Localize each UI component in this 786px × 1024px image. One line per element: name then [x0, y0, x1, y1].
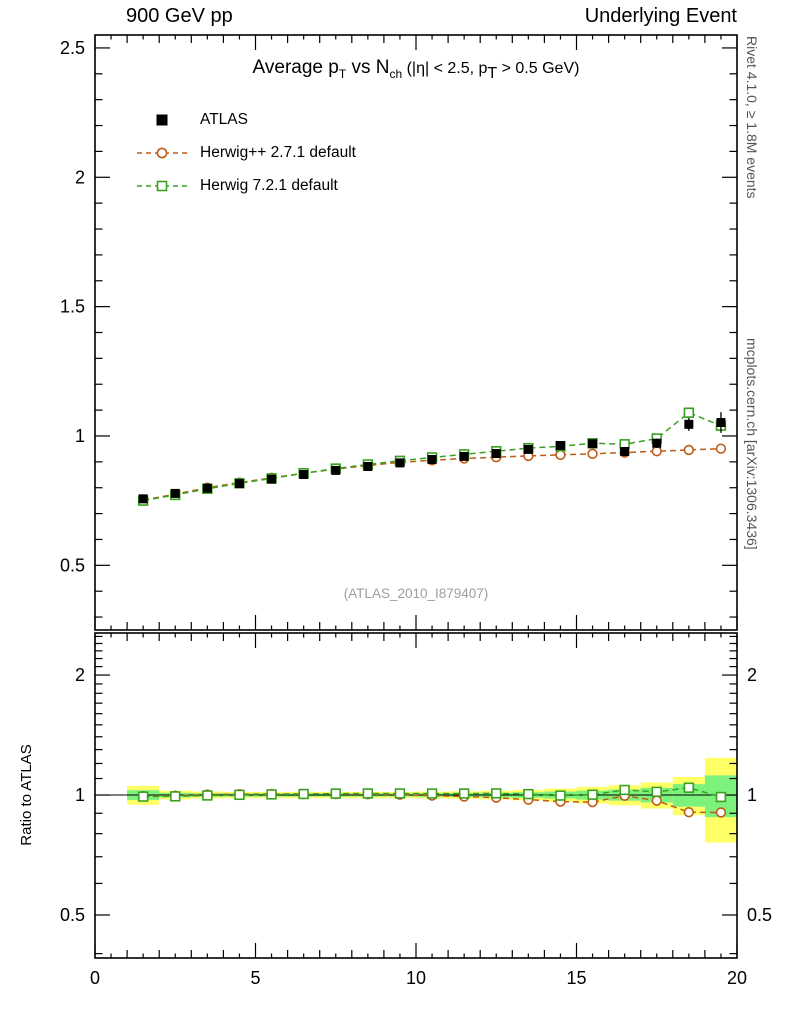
herwig7-dashed-square-icon	[137, 180, 187, 191]
ratio-marker-herwig7	[170, 791, 181, 802]
x-tick-label: 10	[406, 968, 426, 988]
ratio-marker-herwig7	[458, 788, 470, 799]
main-marker-atlas	[716, 418, 726, 428]
mcplots-arxiv-label: mcplots.cern.ch [arXiv:1306.3436]	[744, 338, 760, 550]
ratio-marker-herwig7	[330, 788, 341, 799]
title-sub1: T	[338, 66, 347, 81]
main-marker-atlas	[491, 449, 501, 459]
herwigpp-dashed-circle-icon	[137, 147, 187, 158]
main-marker-atlas	[523, 444, 533, 454]
main-marker-herwigpp	[683, 444, 695, 456]
beam-energy-label: 900 GeV pp	[126, 5, 233, 27]
ratio-y-tick-label-left: 2	[75, 665, 85, 685]
ratio-marker-herwig7	[619, 784, 630, 796]
title-seg3: (|η| < 2.5, p	[402, 60, 488, 77]
main-marker-atlas	[170, 488, 180, 498]
main-marker-atlas	[620, 447, 630, 456]
ratio-marker-herwig7	[394, 788, 406, 799]
legend-label-herwig7: Herwig 7.2.1 default	[200, 176, 338, 194]
x-tick-label: 0	[90, 968, 100, 988]
main-marker-atlas	[331, 465, 341, 475]
main-marker-atlas	[363, 462, 373, 472]
main-y-tick-label: 0.5	[60, 555, 85, 575]
main-marker-atlas	[234, 479, 244, 489]
ratio-marker-herwig7	[362, 788, 374, 799]
main-marker-herwigpp	[555, 449, 566, 461]
ratio-marker-herwig7	[715, 791, 727, 803]
main-marker-atlas	[652, 438, 662, 448]
main-marker-herwigpp	[715, 443, 727, 454]
title-sub2: ch	[389, 66, 403, 81]
ratio-marker-herwig7	[426, 788, 438, 799]
title-sub3: T	[487, 64, 498, 82]
main-marker-herwigpp	[651, 446, 662, 457]
main-marker-atlas	[299, 470, 309, 480]
ratio-marker-herwig7	[555, 790, 566, 801]
main-marker-atlas	[395, 458, 405, 468]
x-tick-label: 5	[250, 968, 260, 988]
ratio-y-tick-label-right: 0.5	[747, 905, 772, 925]
ratio-marker-herwig7	[298, 788, 309, 800]
main-y-tick-label: 2	[75, 167, 85, 187]
main-marker-atlas	[588, 439, 598, 449]
ratio-marker-herwig7	[234, 789, 245, 801]
ratio-marker-herwigpp	[683, 807, 695, 818]
observable-group-label: Underlying Event	[584, 5, 737, 27]
legend-item-atlas: ATLAS	[136, 103, 356, 136]
atlas-filled-square-icon	[156, 114, 168, 125]
x-tick-label: 20	[727, 968, 747, 988]
main-y-tick-label: 1	[75, 426, 85, 446]
ratio-marker-herwig7	[651, 786, 662, 798]
ratio-marker-herwig7	[491, 788, 502, 799]
legend-label-atlas: ATLAS	[200, 110, 248, 128]
ratio-y-tick-label-left: 0.5	[60, 905, 85, 925]
ratio-marker-herwigpp	[651, 795, 662, 806]
ratio-marker-herwig7	[266, 789, 277, 800]
main-marker-atlas	[555, 441, 565, 451]
analysis-id-watermark: (ATLAS_2010_I879407)	[343, 586, 489, 601]
ratio-y-tick-label-right: 1	[747, 785, 757, 805]
legend-label-herwigpp: Herwig++ 2.7.1 default	[200, 143, 356, 161]
main-marker-atlas	[267, 474, 277, 484]
ratio-marker-herwig7	[523, 788, 534, 800]
ratio-axis-title: Ratio to ATLAS	[18, 744, 35, 846]
main-marker-atlas	[138, 494, 148, 504]
x-tick-label: 15	[566, 968, 586, 988]
main-marker-atlas	[427, 455, 437, 465]
main-marker-herwigpp	[587, 448, 598, 460]
plot-title: Average pT vs Nch (|η| < 2.5, pT > 0.5 G…	[95, 57, 737, 83]
ratio-marker-herwig7	[202, 790, 213, 801]
ratio-marker-herwig7	[587, 789, 598, 800]
ratio-marker-herwig7	[137, 791, 149, 802]
legend: ATLAS Herwig++ 2.7.1 default Herwig 7.2.…	[136, 103, 356, 202]
legend-item-herwig7: Herwig 7.2.1 default	[136, 169, 356, 202]
ratio-marker-herwigpp	[715, 807, 727, 818]
legend-item-herwigpp: Herwig++ 2.7.1 default	[136, 136, 356, 169]
rivet-version-label: Rivet 4.1.0, ≥ 1.8M events	[744, 36, 760, 199]
main-marker-atlas	[202, 483, 212, 493]
ratio-marker-herwig7	[683, 782, 695, 793]
title-seg2: vs N	[346, 57, 390, 78]
main-y-tick-label: 2.5	[60, 38, 85, 58]
ratio-y-tick-label-left: 1	[75, 785, 85, 805]
main-marker-atlas	[684, 419, 694, 429]
title-seg4: > 0.5 GeV)	[497, 60, 580, 77]
main-marker-herwig7	[683, 407, 695, 418]
title-seg1: Average p	[252, 57, 339, 78]
main-marker-atlas	[459, 451, 469, 461]
main-y-tick-label: 1.5	[60, 297, 85, 317]
ratio-y-tick-label-right: 2	[747, 665, 757, 685]
